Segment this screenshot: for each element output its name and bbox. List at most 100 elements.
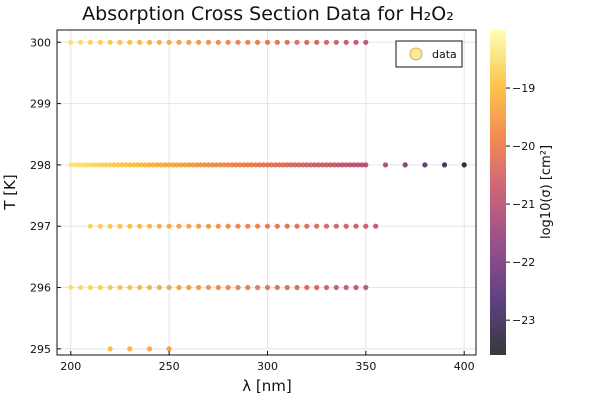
x-tick-label: 250 bbox=[159, 360, 180, 373]
data-point bbox=[221, 162, 227, 168]
data-point bbox=[284, 39, 290, 45]
data-point bbox=[363, 162, 369, 168]
data-point bbox=[201, 162, 208, 168]
data-point bbox=[235, 39, 241, 45]
data-point bbox=[205, 223, 212, 229]
grid-lines bbox=[57, 30, 476, 355]
data-point bbox=[162, 162, 168, 168]
data-point bbox=[280, 162, 286, 168]
data-point bbox=[117, 223, 123, 229]
data-point bbox=[363, 284, 369, 291]
data-point bbox=[107, 223, 113, 229]
data-point bbox=[198, 162, 204, 168]
data-point bbox=[78, 39, 84, 45]
data-point bbox=[111, 162, 117, 168]
data-point bbox=[382, 162, 389, 168]
y-tick-label: 297 bbox=[30, 220, 51, 233]
data-point bbox=[347, 162, 353, 168]
data-point bbox=[146, 284, 153, 291]
data-point bbox=[422, 162, 428, 168]
data-point bbox=[146, 346, 153, 352]
data-point bbox=[107, 162, 113, 168]
data-point bbox=[196, 223, 202, 229]
y-tick-label: 295 bbox=[30, 343, 51, 356]
colorbar-tick-label: −19 bbox=[512, 82, 535, 95]
data-point bbox=[127, 162, 133, 168]
data-point bbox=[225, 223, 231, 229]
legend: data bbox=[395, 40, 463, 68]
data-point bbox=[127, 223, 133, 229]
data-point bbox=[353, 284, 359, 291]
colorbar: −23 −22 −21 −20 −19 bbox=[490, 30, 535, 355]
data-point bbox=[255, 223, 261, 229]
data-point bbox=[72, 162, 78, 168]
data-point bbox=[294, 39, 300, 45]
data-point bbox=[402, 162, 408, 168]
data-point bbox=[284, 223, 290, 229]
data-point bbox=[373, 223, 379, 229]
data-point bbox=[331, 162, 337, 168]
data-point bbox=[294, 284, 300, 291]
data-point bbox=[441, 162, 448, 168]
data-point bbox=[142, 162, 149, 168]
data-point bbox=[343, 284, 349, 291]
data-point bbox=[190, 162, 196, 168]
data-point bbox=[264, 223, 271, 229]
data-point bbox=[115, 162, 121, 168]
data-point bbox=[97, 223, 103, 229]
data-point bbox=[146, 162, 153, 168]
data-point bbox=[80, 162, 86, 168]
data-point bbox=[170, 162, 176, 168]
colorbar-tick-label: −21 bbox=[512, 198, 535, 211]
data-point bbox=[276, 162, 282, 168]
data-point bbox=[154, 162, 160, 168]
data-points bbox=[68, 39, 467, 352]
data-point bbox=[314, 39, 320, 45]
data-point bbox=[245, 284, 251, 291]
data-point bbox=[215, 284, 221, 291]
data-point bbox=[156, 39, 162, 45]
x-tick-label: 400 bbox=[454, 360, 475, 373]
data-point bbox=[343, 162, 349, 168]
data-point bbox=[255, 284, 261, 291]
data-point bbox=[119, 162, 125, 168]
data-point bbox=[237, 162, 243, 168]
data-point bbox=[353, 223, 359, 229]
data-point bbox=[123, 162, 129, 168]
data-point bbox=[335, 162, 341, 168]
x-axis-label: λ [nm] bbox=[242, 377, 291, 395]
data-point bbox=[117, 39, 123, 45]
data-point bbox=[272, 162, 278, 168]
y-tick-label: 300 bbox=[30, 36, 51, 49]
data-point bbox=[253, 162, 259, 168]
x-tick-label: 300 bbox=[257, 360, 278, 373]
data-point bbox=[166, 346, 172, 352]
data-point bbox=[196, 39, 202, 45]
data-point bbox=[176, 39, 182, 45]
y-tick-label: 299 bbox=[30, 98, 51, 111]
y-tick-label: 296 bbox=[30, 282, 51, 295]
legend-marker bbox=[409, 47, 423, 61]
data-point bbox=[196, 284, 202, 291]
data-point bbox=[97, 39, 103, 45]
data-point bbox=[137, 223, 143, 229]
data-point bbox=[127, 39, 133, 45]
data-point bbox=[166, 284, 172, 291]
data-point bbox=[245, 39, 251, 45]
data-point bbox=[225, 284, 231, 291]
data-point bbox=[176, 284, 182, 291]
data-point bbox=[255, 39, 261, 45]
colorbar-tick-label: −20 bbox=[512, 140, 535, 153]
data-point bbox=[323, 39, 330, 45]
data-point bbox=[68, 39, 74, 45]
data-point bbox=[103, 162, 109, 168]
data-point bbox=[137, 284, 143, 291]
colorbar-tick-label: −22 bbox=[512, 256, 535, 269]
data-point bbox=[284, 162, 290, 168]
data-point bbox=[217, 162, 223, 168]
data-point bbox=[339, 162, 345, 168]
data-point bbox=[186, 284, 192, 291]
plot-frame bbox=[56, 29, 477, 356]
data-point bbox=[117, 284, 123, 291]
data-point bbox=[363, 39, 369, 45]
